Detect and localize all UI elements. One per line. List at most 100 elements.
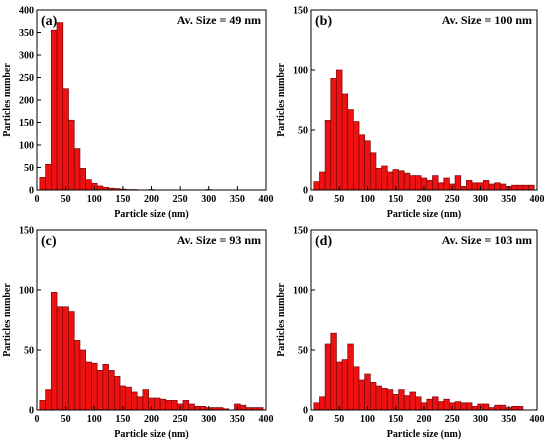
bar-b-170 — [403, 172, 411, 191]
bar-c-230 — [165, 400, 172, 411]
x-tick-label-d-150: 150 — [388, 414, 403, 425]
bar-d-190 — [415, 396, 422, 411]
bar-a-20 — [45, 164, 52, 191]
x-tick-label-b-100: 100 — [360, 194, 375, 205]
bar-a-60 — [68, 119, 75, 191]
bar-d-270 — [460, 402, 467, 411]
x-tick-label-b-350: 350 — [501, 194, 516, 205]
bar-b-160 — [398, 170, 405, 191]
bar-d-230 — [437, 401, 445, 411]
bar-b-80 — [353, 121, 360, 191]
x-tick-label-d-400: 400 — [530, 414, 545, 425]
x-tick-label-a-350: 350 — [230, 194, 245, 205]
x-tick-label-c-200: 200 — [144, 414, 159, 425]
bar-d-80 — [353, 366, 360, 411]
bar-c-170 — [131, 391, 138, 411]
x-tick-label-a-300: 300 — [201, 194, 216, 205]
bar-a-30 — [50, 29, 58, 191]
x-axis-title-b: Particle size (nm) — [387, 209, 461, 220]
bar-d-140 — [386, 389, 394, 411]
x-tick-label-b-150: 150 — [388, 194, 403, 205]
avg-size-annotation-a: Av. Size = 49 nm — [177, 13, 261, 27]
bar-d-30 — [324, 343, 332, 411]
bar-c-30 — [50, 292, 58, 411]
bar-b-20 — [319, 171, 326, 191]
bar-c-90 — [85, 361, 92, 411]
bar-c-10 — [39, 400, 46, 411]
bar-b-280 — [466, 180, 473, 191]
x-tick-label-d-0: 0 — [309, 414, 314, 425]
bar-d-170 — [403, 395, 411, 411]
x-tick-label-d-50: 50 — [334, 414, 344, 425]
bar-c-100 — [91, 362, 98, 411]
x-tick-label-d-350: 350 — [501, 414, 516, 425]
bar-d-90 — [358, 379, 366, 411]
panel-c: 0 50 100 150 200 250 300 350 400 0 50 100 150 Particl… — [2, 226, 274, 441]
x-tick-label-c-50: 50 — [61, 414, 71, 425]
bar-a-40 — [56, 22, 64, 191]
bar-c-260 — [182, 400, 190, 411]
x-axis-title-a: Particle size (nm) — [114, 209, 188, 220]
bar-b-90 — [358, 134, 366, 191]
y-axis-title-d: Particles number — [276, 283, 287, 357]
x-tick-label-d-250: 250 — [445, 414, 460, 425]
bar-c-220 — [159, 398, 167, 411]
bar-a-110 — [96, 185, 104, 191]
bar-d-180 — [409, 391, 416, 411]
bar-b-390 — [528, 184, 535, 191]
bar-b-290 — [471, 182, 479, 191]
y-tick-label-a-0: 0 — [29, 186, 34, 197]
bar-a-70 — [73, 148, 81, 191]
y-tick-label-d-50: 50 — [298, 346, 308, 357]
bar-c-140 — [113, 376, 121, 411]
bar-c-130 — [108, 370, 115, 411]
bar-c-190 — [142, 389, 149, 411]
y-axis-title-b: Particles number — [276, 63, 287, 137]
bar-d-60 — [341, 359, 349, 411]
x-tick-label-a-100: 100 — [87, 194, 102, 205]
x-tick-label-c-0: 0 — [35, 414, 40, 425]
bar-d-20 — [319, 396, 326, 411]
x-tick-label-a-50: 50 — [61, 194, 71, 205]
bar-b-120 — [375, 168, 382, 191]
y-tick-label-a-150: 150 — [19, 118, 34, 129]
x-tick-label-c-300: 300 — [201, 414, 216, 425]
bar-c-80 — [79, 349, 87, 411]
bar-b-60 — [341, 93, 349, 191]
bar-d-40 — [330, 332, 337, 411]
x-tick-label-c-350: 350 — [230, 414, 245, 425]
y-tick-label-d-0: 0 — [303, 406, 308, 417]
x-tick-label-a-150: 150 — [115, 194, 130, 205]
x-axis-title-d: Particle size (nm) — [387, 429, 461, 440]
y-tick-label-c-50: 50 — [24, 346, 34, 357]
panel-label-c: (c) — [41, 234, 57, 249]
bar-b-40 — [330, 78, 337, 191]
bar-b-70 — [347, 109, 354, 191]
bar-b-190 — [415, 175, 422, 191]
bar-b-110 — [369, 152, 377, 191]
y-tick-label-b-100: 100 — [293, 66, 308, 77]
bar-d-260 — [454, 401, 462, 411]
bar-b-10 — [313, 181, 320, 191]
y-axis-title-c: Particles number — [2, 283, 13, 357]
y-tick-label-a-300: 300 — [19, 51, 34, 62]
bar-b-210 — [426, 180, 433, 191]
panel-label-d: (d) — [315, 234, 332, 249]
x-tick-label-b-250: 250 — [445, 194, 460, 205]
x-tick-label-a-200: 200 — [144, 194, 159, 205]
bar-d-130 — [381, 388, 388, 411]
panel-label-a: (a) — [41, 14, 58, 29]
x-tick-label-c-100: 100 — [87, 414, 102, 425]
bar-b-140 — [386, 171, 394, 191]
bar-b-340 — [499, 183, 507, 191]
panel-b: 0 50 100 150 200 250 300 350 400 0 50 100 150 Particl… — [276, 6, 545, 221]
bar-c-280 — [194, 406, 201, 411]
bar-c-290 — [199, 406, 207, 411]
bar-b-50 — [336, 69, 343, 191]
bar-d-290 — [471, 406, 479, 411]
bar-b-230 — [437, 182, 445, 191]
x-tick-label-a-400: 400 — [259, 194, 274, 205]
bar-d-370 — [516, 406, 524, 411]
bar-b-220 — [432, 175, 439, 191]
bar-d-120 — [375, 385, 382, 411]
